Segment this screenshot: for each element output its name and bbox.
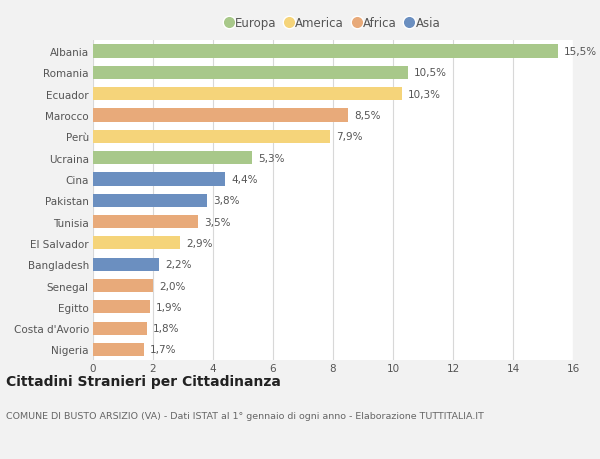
Bar bbox=[93, 173, 225, 186]
Bar bbox=[93, 151, 252, 165]
Bar bbox=[93, 343, 144, 356]
Bar bbox=[93, 279, 153, 292]
Text: Cittadini Stranieri per Cittadinanza: Cittadini Stranieri per Cittadinanza bbox=[6, 374, 281, 388]
Bar bbox=[93, 109, 348, 123]
Text: 1,9%: 1,9% bbox=[156, 302, 182, 312]
Bar bbox=[93, 237, 180, 250]
Legend: Europa, America, Africa, Asia: Europa, America, Africa, Asia bbox=[223, 15, 443, 32]
Bar bbox=[93, 322, 147, 335]
Bar bbox=[93, 130, 330, 144]
Bar bbox=[93, 67, 408, 80]
Text: 3,8%: 3,8% bbox=[213, 196, 239, 206]
Text: 7,9%: 7,9% bbox=[336, 132, 362, 142]
Text: 2,9%: 2,9% bbox=[186, 238, 212, 248]
Bar bbox=[93, 45, 558, 59]
Text: 2,2%: 2,2% bbox=[165, 260, 191, 269]
Bar bbox=[93, 88, 402, 101]
Text: 5,3%: 5,3% bbox=[258, 153, 284, 163]
Text: 1,8%: 1,8% bbox=[153, 324, 179, 333]
Bar bbox=[93, 258, 159, 271]
Text: 10,3%: 10,3% bbox=[408, 90, 441, 100]
Text: COMUNE DI BUSTO ARSIZIO (VA) - Dati ISTAT al 1° gennaio di ogni anno - Elaborazi: COMUNE DI BUSTO ARSIZIO (VA) - Dati ISTA… bbox=[6, 411, 484, 420]
Text: 8,5%: 8,5% bbox=[354, 111, 380, 121]
Text: 4,4%: 4,4% bbox=[231, 174, 257, 185]
Text: 15,5%: 15,5% bbox=[564, 47, 597, 57]
Text: 1,7%: 1,7% bbox=[150, 345, 176, 355]
Text: 2,0%: 2,0% bbox=[159, 281, 185, 291]
Text: 10,5%: 10,5% bbox=[414, 68, 447, 78]
Bar bbox=[93, 301, 150, 314]
Bar bbox=[93, 215, 198, 229]
Text: 3,5%: 3,5% bbox=[204, 217, 230, 227]
Bar bbox=[93, 194, 207, 207]
